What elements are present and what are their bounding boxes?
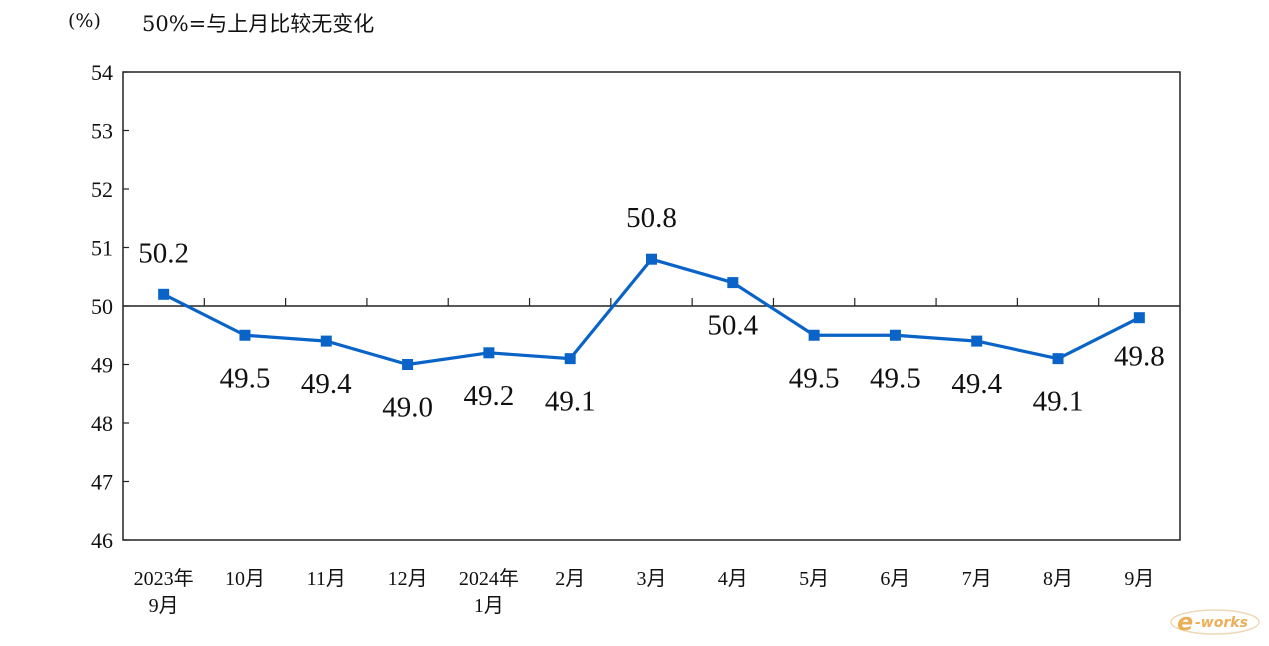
data-label: 49.5: [789, 362, 840, 394]
y-tick-label: 54: [91, 60, 113, 85]
series-line: [162, 257, 1141, 367]
data-point: [646, 253, 657, 265]
data-point: [808, 329, 820, 341]
data-point: [889, 329, 901, 341]
data-point: [564, 353, 576, 365]
y-tick-label: 49: [91, 353, 113, 378]
x-tick-label: 6月: [880, 568, 910, 590]
data-label: 50.4: [707, 310, 758, 342]
x-tick-label: 9月: [1124, 568, 1154, 590]
data-label: 49.2: [464, 380, 515, 412]
data-label: 49.5: [870, 362, 921, 394]
data-point: [1052, 353, 1064, 365]
x-tick-label: 4月: [718, 568, 748, 590]
data-label: 49.1: [545, 386, 596, 418]
data-point: [158, 288, 170, 300]
x-tick-label: 10月: [225, 568, 265, 590]
x-tick-label: 3月: [637, 568, 667, 590]
y-tick-label: 46: [91, 528, 113, 553]
svg-text:e: e: [1177, 608, 1193, 636]
x-tick-label: 12月: [388, 568, 428, 590]
data-point: [402, 359, 414, 370]
data-point: [971, 335, 983, 347]
data-point: [727, 277, 739, 289]
y-tick-label: 47: [91, 470, 113, 495]
data-label: 49.4: [301, 368, 352, 400]
data-point: [239, 329, 251, 341]
y-tick-label: 51: [91, 236, 113, 261]
y-tick-label: 52: [91, 177, 113, 202]
data-label: 50.2: [138, 237, 189, 269]
x-tick-label: 2023年 9月: [134, 567, 194, 617]
svg-text:-works: -works: [1195, 615, 1248, 631]
data-point: [1133, 312, 1145, 324]
e-works-watermark-logo: e -works: [1170, 608, 1260, 636]
y-tick-label: 53: [91, 119, 113, 144]
data-label: 50.8: [626, 202, 677, 234]
x-tick-label: 11月: [307, 568, 346, 590]
data-label: 49.0: [382, 392, 433, 424]
x-tick-label: 2024年 1月: [459, 567, 519, 617]
x-tick-label: 2月: [555, 568, 585, 590]
data-label: 49.1: [1033, 386, 1084, 418]
chart-note: 50%=与上月比较无变化: [142, 12, 375, 36]
data-point: [483, 347, 495, 359]
data-point: [320, 335, 332, 347]
x-tick-label: 8月: [1043, 568, 1073, 590]
x-tick-label: 7月: [962, 568, 992, 590]
x-tick-label: 5月: [799, 568, 829, 590]
y-unit-label: (%): [68, 10, 101, 32]
data-label: 49.8: [1114, 341, 1165, 373]
y-tick-label: 48: [91, 411, 113, 436]
y-tick-label: 50: [91, 294, 113, 319]
data-label: 49.4: [951, 368, 1002, 400]
data-label: 49.5: [220, 362, 271, 394]
